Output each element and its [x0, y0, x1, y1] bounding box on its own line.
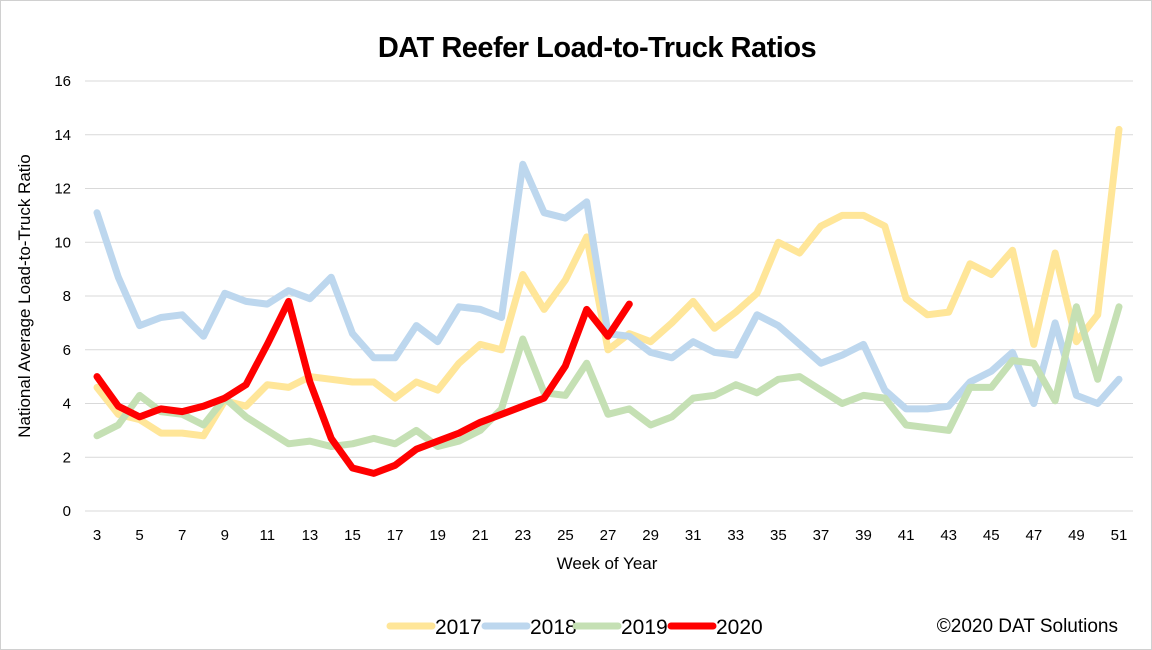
legend-item-2020: 2020 [667, 616, 763, 639]
x-tick-label: 7 [178, 527, 186, 544]
x-tick-label: 25 [557, 527, 574, 544]
y-tick-label: 6 [63, 342, 71, 359]
legend-item-2018: 2018 [481, 616, 577, 639]
y-axis-label: National Average Load-to-Truck Ratio [15, 154, 34, 438]
x-tick-label: 47 [1025, 527, 1042, 544]
x-tick-label: 37 [813, 527, 830, 544]
x-tick-label: 49 [1068, 527, 1085, 544]
legend-item-2019: 2019 [572, 616, 668, 639]
x-tick-label: 5 [135, 527, 143, 544]
x-tick-label: 43 [940, 527, 957, 544]
series-line-2020 [93, 297, 633, 477]
y-tick-label: 10 [54, 234, 71, 251]
series-line-2019 [93, 303, 1123, 450]
series-line-2017 [93, 125, 1123, 440]
x-axis-label: Week of Year [557, 554, 658, 573]
x-tick-label: 27 [600, 527, 617, 544]
x-tick-label: 13 [302, 527, 319, 544]
credit-text: ©2020 DAT Solutions [937, 616, 1118, 637]
y-tick-label: 4 [63, 396, 71, 413]
x-tick-label: 9 [221, 527, 229, 544]
x-tick-label: 51 [1111, 527, 1128, 544]
y-tick-labels: 0 2 4 6 8 10 12 14 16 [54, 73, 71, 520]
grid-layer [85, 80, 1133, 512]
x-tick-label: 15 [344, 527, 361, 544]
y-tick-label: 0 [63, 503, 71, 520]
legend-label: 2019 [621, 616, 668, 639]
x-tick-label: 3 [93, 527, 101, 544]
y-tick-label: 8 [63, 288, 71, 305]
y-tick-label: 16 [54, 73, 71, 90]
x-tick-label: 11 [260, 527, 276, 544]
chart-title: DAT Reefer Load-to-Truck Ratios [378, 32, 816, 64]
x-tick-label: 31 [685, 527, 702, 544]
x-tick-label: 21 [472, 527, 489, 544]
x-tick-label: 39 [855, 527, 872, 544]
y-tick-label: 12 [54, 181, 71, 198]
x-tick-label: 33 [727, 527, 744, 544]
legend-label: 2018 [530, 616, 577, 639]
x-tick-label: 41 [898, 527, 915, 544]
x-tick-label: 17 [387, 527, 404, 544]
legend-item-2017: 2017 [386, 616, 482, 639]
legend: 2017 2018 2019 2020 [386, 616, 763, 639]
x-tick-label: 23 [514, 527, 531, 544]
x-tick-label: 29 [642, 527, 659, 544]
legend-label: 2020 [716, 616, 763, 639]
x-tick-labels: 3 5 7 9 11 13 15 17 19 21 23 25 27 29 31 33 35 37 39 41 43 45… [93, 527, 1128, 544]
x-tick-label: 19 [429, 527, 446, 544]
y-tick-label: 14 [54, 127, 71, 144]
y-tick-label: 2 [63, 449, 71, 466]
x-tick-label: 35 [770, 527, 787, 544]
series-layer [93, 125, 1123, 477]
legend-label: 2017 [435, 616, 482, 639]
x-tick-label: 45 [983, 527, 1000, 544]
